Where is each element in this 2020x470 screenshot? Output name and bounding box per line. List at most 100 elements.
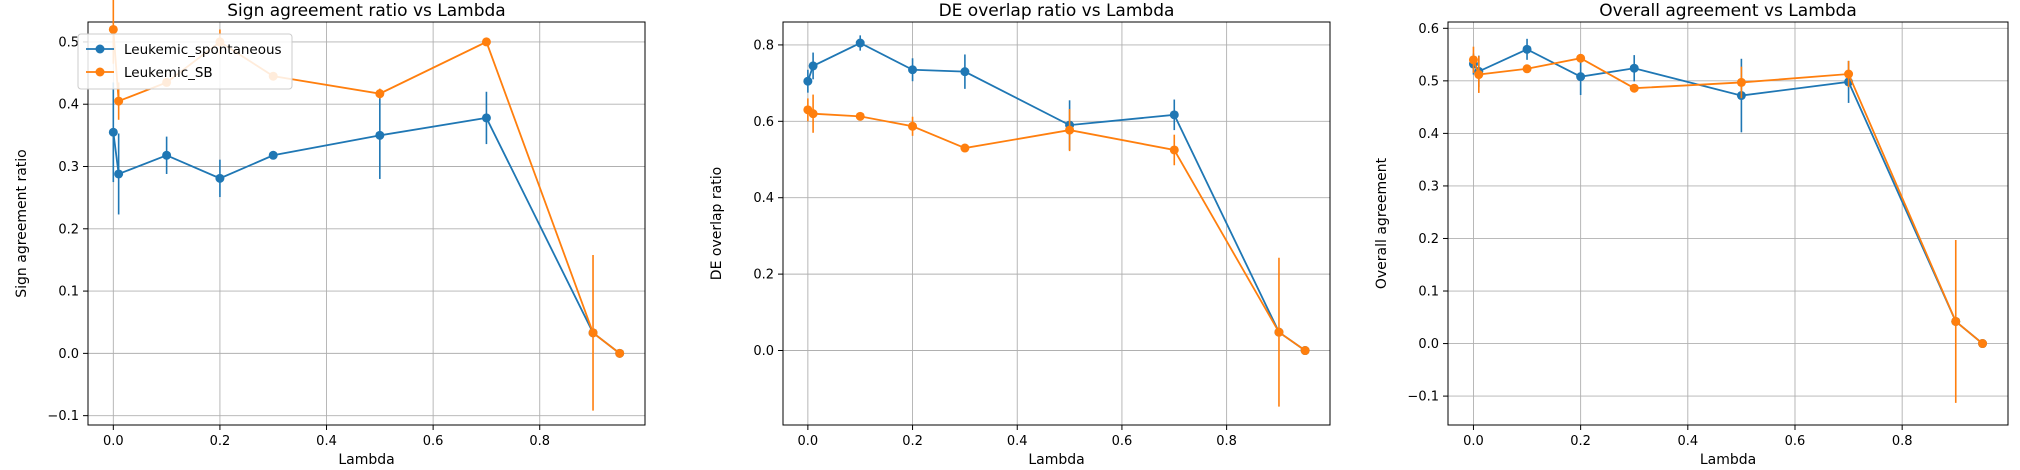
data-point [1844,69,1854,79]
series-2 [1468,46,1988,403]
legend-marker-series-1 [95,44,105,54]
y-tick-label: 0.3 [1418,179,1439,194]
data-point [1629,83,1639,93]
data-point [1576,72,1586,82]
data-point [375,130,385,140]
x-tick-label: 0.6 [423,434,444,449]
x-tick-label: 0.8 [1892,434,1913,449]
y-tick-label: 0.2 [1418,232,1439,247]
data-point [162,150,172,160]
data-point [960,143,970,153]
y-tick-label: 0.2 [753,268,774,283]
chart-de-overlap: 0.0 0.2 0.4 0.6 0.8 0.0 0.2 0.4 0.6 0.8 DE overlap… [709,1,1331,468]
data-point [481,37,491,47]
data-point [808,109,818,119]
data-point [1169,145,1179,155]
y-tick-label: 0.6 [753,115,774,130]
y-tick-label: 0.0 [1418,337,1439,352]
data-point [1300,346,1310,356]
x-tick-label: 0.6 [1112,434,1133,449]
data-point [960,67,970,77]
x-axis-label: Lambda [1700,452,1756,468]
axes-frame [87,21,646,426]
legend: Leukemic_spontaneous Leukemic_SB [77,33,293,90]
series-line [112,116,621,355]
data-point [1522,44,1532,54]
series-line [807,42,1306,352]
y-axis-label: Overall agreement [1374,157,1390,289]
x-tick-label: 0.4 [1677,434,1698,449]
data-point [855,111,865,121]
data-point [908,121,918,131]
y-axis-label: DE overlap ratio [709,167,725,280]
x-tick-label: 0.2 [902,434,923,449]
series-1 [108,82,625,358]
x-axis-label: Lambda [338,452,394,468]
y-tick-label: 0.4 [753,191,774,206]
legend-label-series-1: Leukemic_spontaneous [124,42,282,58]
y-tick-label: 0.1 [1418,285,1439,300]
y-tick-label: 0.5 [58,35,79,50]
data-point [908,65,918,75]
data-point [481,113,491,123]
data-point [1978,339,1988,349]
data-point [1576,53,1586,63]
x-axis-label: Lambda [1028,452,1084,468]
axes-frame [782,21,1331,426]
x-tick-label: 0.4 [316,434,337,449]
legend-marker-series-2 [95,67,105,77]
y-tick-label: 0.3 [58,160,79,175]
y-tick-label: 0.5 [1418,74,1439,89]
data-point [1169,110,1179,120]
chart-title: Overall agreement vs Lambda [1599,1,1857,21]
data-point [803,76,813,86]
legend-label-series-2: Leukemic_SB [124,65,213,81]
data-point [268,150,278,160]
x-tick-label: 0.6 [1785,434,1806,449]
data-point [588,328,598,338]
data-point [855,38,865,48]
data-point [1474,70,1484,80]
data-point [375,89,385,99]
y-tick-label: 0.4 [1418,127,1439,142]
legend-box [77,33,293,90]
y-tick-label: 0.0 [58,347,79,362]
y-axis-label: Sign agreement ratio [14,149,30,297]
y-tick-label: −0.1 [1407,390,1439,405]
data-point [1274,327,1284,337]
chart-title: Sign agreement ratio vs Lambda [227,1,505,21]
x-tick-label: 0.0 [798,434,819,449]
data-point [1468,55,1478,65]
data-point [215,173,225,183]
series-line [1472,48,1984,345]
data-point [108,24,118,34]
x-tick-label: 0.4 [1007,434,1028,449]
data-point [808,61,818,71]
data-point [1951,316,1961,326]
y-tick-label: 0.1 [58,285,79,300]
data-point [1065,125,1075,135]
data-point [1736,77,1746,87]
series-1 [1468,38,1988,349]
y-tick-label: 0.0 [753,344,774,359]
chart-title: DE overlap ratio vs Lambda [939,1,1175,21]
data-point [1522,64,1532,74]
data-point [114,96,124,106]
y-tick-label: −0.1 [47,409,79,424]
x-tick-label: 0.0 [103,434,124,449]
y-tick-label: 0.2 [58,222,79,237]
data-point [1629,63,1639,73]
series-line [1472,57,1984,345]
series-2 [803,94,1310,407]
chart-overall-agreement: 0.0 0.2 0.4 0.6 0.8 −0.1 0.0 0.1 0.2 0.3 0.4 0.5 0.6… [1374,1,2009,468]
x-tick-label: 0.8 [529,434,550,449]
data-point [108,127,118,137]
y-tick-label: 0.8 [753,38,774,53]
x-tick-label: 0.0 [1463,434,1484,449]
y-tick-label: 0.6 [1418,22,1439,37]
series-1 [803,35,1310,356]
data-point [615,348,625,358]
data-point [114,169,124,179]
y-tick-label: 0.4 [58,98,79,113]
